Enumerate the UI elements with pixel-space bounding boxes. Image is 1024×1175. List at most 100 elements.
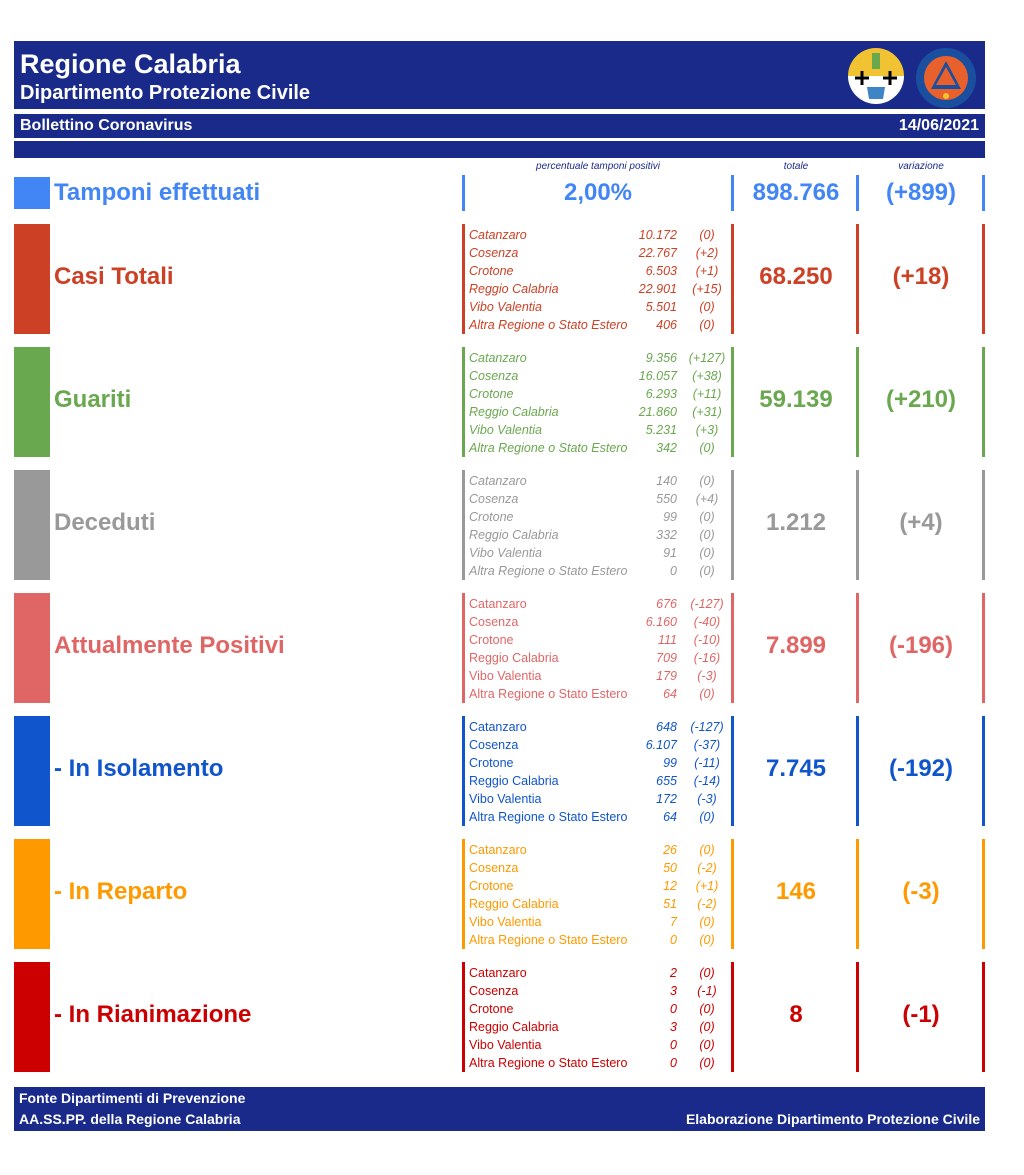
province-delta: (+38) bbox=[692, 369, 722, 384]
province-delta: (-3) bbox=[697, 792, 717, 807]
province-value: 50 bbox=[663, 861, 677, 876]
province-value: 6.293 bbox=[645, 387, 677, 402]
province-value: 332 bbox=[656, 528, 677, 543]
tamponi-divider-4 bbox=[982, 175, 985, 211]
province-delta: (0) bbox=[699, 1038, 715, 1053]
province-value: 26 bbox=[663, 843, 677, 857]
province-row: Reggio Calabria 332 (0) bbox=[469, 526, 729, 544]
divider bbox=[982, 839, 985, 949]
province-value: 21.860 bbox=[638, 405, 677, 420]
province-delta: (0) bbox=[699, 843, 715, 857]
province-value: 22.901 bbox=[638, 282, 677, 297]
province-value: 10.172 bbox=[638, 228, 677, 242]
province-name: Catanzaro bbox=[469, 351, 527, 365]
province-row: Crotone 111 (-10) bbox=[469, 631, 729, 649]
color-marker bbox=[14, 347, 50, 457]
province-value: 9.356 bbox=[645, 351, 677, 365]
divider bbox=[856, 716, 859, 826]
protezione-civile-emblem-icon bbox=[916, 48, 976, 108]
province-delta: (+2) bbox=[695, 246, 719, 261]
province-name: Altra Regione o Stato Estero bbox=[469, 687, 628, 702]
province-name: Vibo Valentia bbox=[469, 300, 542, 315]
province-row: Altra Regione o Stato Estero 64 (0) bbox=[469, 685, 729, 703]
province-name: Cosenza bbox=[469, 984, 519, 999]
divider bbox=[982, 716, 985, 826]
block-variation: (+210) bbox=[885, 386, 957, 413]
province-delta: (-14) bbox=[693, 774, 721, 789]
divider bbox=[856, 593, 859, 703]
province-name: Vibo Valentia bbox=[469, 546, 542, 561]
province-delta: (+31) bbox=[692, 405, 722, 420]
province-value: 111 bbox=[657, 633, 677, 648]
province-value: 16.057 bbox=[638, 369, 677, 384]
divider bbox=[982, 224, 985, 334]
province-value: 0 bbox=[670, 1002, 677, 1017]
province-name: Vibo Valentia bbox=[469, 915, 542, 930]
province-delta: (+4) bbox=[695, 492, 719, 507]
province-name: Catanzaro bbox=[469, 597, 527, 611]
divider bbox=[462, 839, 465, 949]
block-total: 8 bbox=[789, 1001, 803, 1028]
province-value: 172 bbox=[656, 792, 677, 807]
province-value: 5.501 bbox=[645, 300, 677, 315]
province-value: 406 bbox=[656, 318, 677, 333]
province-name: Reggio Calabria bbox=[469, 1020, 559, 1035]
province-delta: (+127) bbox=[688, 351, 726, 365]
province-row: Cosenza 6.160 (-40) bbox=[469, 613, 729, 631]
block-total: 59.139 bbox=[759, 386, 833, 413]
footer-credit: Elaborazione Dipartimento Protezione Civ… bbox=[685, 1111, 980, 1127]
province-value: 12 bbox=[663, 879, 677, 894]
divider bbox=[462, 347, 465, 457]
province-value: 0 bbox=[670, 1038, 677, 1053]
province-value: 140 bbox=[656, 474, 677, 488]
province-name: Crotone bbox=[469, 264, 514, 279]
column-header-total: totale bbox=[783, 161, 809, 172]
divider bbox=[731, 716, 734, 826]
province-delta: (+11) bbox=[692, 387, 722, 402]
province-delta: (-10) bbox=[693, 633, 721, 648]
province-name: Catanzaro bbox=[469, 474, 527, 488]
province-list: Catanzaro 9.356 (+127) Cosenza 16.057 (+38) … bbox=[469, 349, 729, 458]
province-delta: (0) bbox=[699, 915, 715, 930]
province-value: 2 bbox=[670, 966, 677, 980]
province-row: Vibo Valentia 0 (0) bbox=[469, 1036, 729, 1054]
province-delta: (0) bbox=[699, 966, 715, 980]
province-row: Cosenza 22.767 (+2) bbox=[469, 244, 729, 262]
province-row: Catanzaro 9.356 (+127) bbox=[469, 349, 729, 367]
province-delta: (+3) bbox=[695, 423, 719, 438]
province-row: Crotone 99 (-11) bbox=[469, 754, 729, 772]
block-total: 1.212 bbox=[765, 509, 827, 536]
bulletin-label: Bollettino Coronavirus bbox=[20, 117, 193, 134]
province-row: Altra Regione o Stato Estero 342 (0) bbox=[469, 439, 729, 457]
regione-calabria-emblem-icon bbox=[847, 47, 905, 105]
divider bbox=[462, 716, 465, 826]
province-value: 0 bbox=[670, 933, 677, 948]
province-delta: (0) bbox=[699, 441, 715, 456]
divider bbox=[731, 962, 734, 1072]
block-in-rianimazione: - In Rianimazione Catanzaro 2 (0) Cosenza 3… bbox=[0, 962, 1024, 1072]
province-value: 0 bbox=[670, 564, 677, 579]
column-header-percent: percentuale tamponi positivi bbox=[536, 161, 660, 172]
block-variation: (+18) bbox=[892, 263, 950, 290]
province-value: 99 bbox=[663, 510, 677, 525]
province-row: Crotone 0 (0) bbox=[469, 1000, 729, 1018]
province-name: Vibo Valentia bbox=[469, 423, 542, 438]
divider bbox=[856, 470, 859, 580]
province-value: 550 bbox=[656, 492, 677, 507]
province-name: Crotone bbox=[469, 387, 514, 402]
color-marker bbox=[14, 593, 50, 703]
province-delta: (0) bbox=[699, 564, 715, 579]
province-name: Catanzaro bbox=[469, 966, 527, 980]
province-value: 7 bbox=[670, 915, 677, 930]
header-banner: Regione Calabria Dipartimento Protezione… bbox=[14, 41, 985, 109]
province-row: Catanzaro 676 (-127) bbox=[469, 595, 729, 613]
block-attualmente-positivi: Attualmente Positivi Catanzaro 676 (-127) … bbox=[0, 593, 1024, 703]
province-delta: (-37) bbox=[693, 738, 721, 753]
block-variation: (-192) bbox=[888, 755, 954, 782]
province-name: Vibo Valentia bbox=[469, 669, 542, 684]
province-delta: (-1) bbox=[697, 984, 717, 999]
province-name: Cosenza bbox=[469, 861, 519, 876]
province-name: Catanzaro bbox=[469, 228, 527, 242]
province-name: Crotone bbox=[469, 633, 514, 648]
province-delta: (0) bbox=[699, 528, 715, 543]
